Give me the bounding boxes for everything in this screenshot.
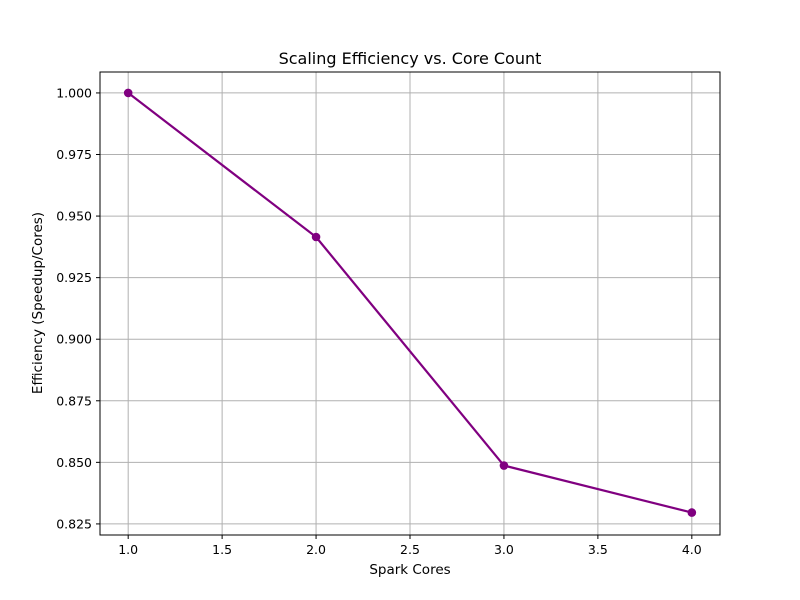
y-tick-label: 0.950 [56,209,92,224]
y-tick-label: 0.825 [56,516,92,531]
x-axis: 1.0 1.5 2.0 2.5 3.0 3.5 4.0 [118,535,702,557]
y-tick-label: 0.975 [56,147,92,162]
x-tick-label: 4.0 [682,542,702,557]
y-axis-label: Efficiency (Speedup/Cores) [30,212,46,394]
y-tick-label: 0.850 [56,455,92,470]
data-point [499,461,509,470]
x-tick-label: 2.5 [400,542,420,557]
x-axis-label: Spark Cores [369,562,450,578]
data-point [687,508,697,517]
data-point [123,88,133,98]
y-tick-label: 0.875 [56,393,92,408]
chart-title: Scaling Efficiency vs. Core Count [279,49,542,68]
x-tick-label: 3.0 [494,542,514,557]
series-line [127,92,693,514]
y-tick-label: 0.925 [56,270,92,285]
x-tick-label: 1.0 [118,542,138,557]
y-tick-label: 1.000 [56,85,92,100]
x-tick-label: 3.5 [588,542,608,557]
y-axis: 0.825 0.850 0.875 0.900 0.925 0.950 0.975 1.000 [56,85,100,531]
y-tick-label: 0.900 [56,332,92,347]
series-layer [123,88,697,517]
x-tick-label: 1.5 [212,542,232,557]
grid [100,72,720,535]
data-point [311,232,321,242]
x-tick-label: 2.0 [306,542,326,557]
